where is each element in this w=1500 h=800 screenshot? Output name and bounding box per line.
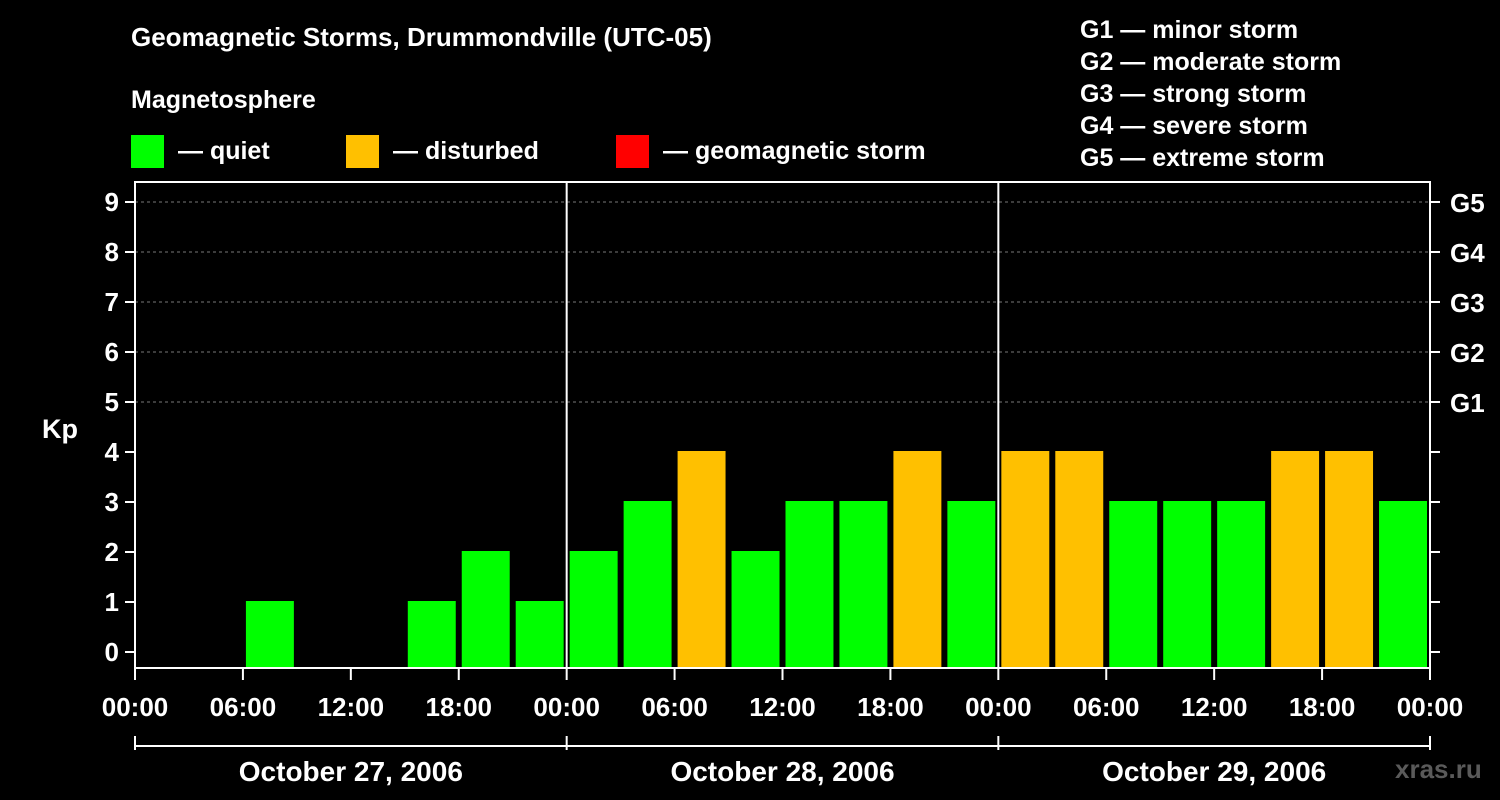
kp-bar xyxy=(1325,451,1374,668)
kp-bar xyxy=(1109,501,1158,668)
kp-bar xyxy=(947,501,996,668)
legend-storm-label: — geomagnetic storm xyxy=(663,136,926,165)
kp-bar xyxy=(515,601,564,668)
kp-bar xyxy=(893,451,942,668)
kp-bar xyxy=(245,601,294,668)
watermark: xras.ru xyxy=(1395,754,1482,784)
y-tick-label: 0 xyxy=(105,637,119,667)
y-tick-label: 6 xyxy=(105,337,119,367)
g-scale-label: G4 xyxy=(1450,238,1485,268)
date-label: October 27, 2006 xyxy=(239,756,463,787)
kp-bar xyxy=(1271,451,1320,668)
g-scale-label: G3 xyxy=(1450,288,1485,318)
y-tick-label: 5 xyxy=(105,387,119,417)
x-tick-label: 18:00 xyxy=(857,692,924,722)
chart-subtitle: Magnetosphere xyxy=(131,86,316,114)
kp-bar xyxy=(785,501,834,668)
y-tick-label: 9 xyxy=(105,187,119,217)
g-scale-item: G5 — extreme storm xyxy=(1080,144,1325,172)
legend-storm: — geomagnetic storm xyxy=(616,134,926,168)
g-scale-item: G4 — severe storm xyxy=(1080,112,1308,140)
x-tick-label: 18:00 xyxy=(1289,692,1356,722)
g-scale-label: G2 xyxy=(1450,338,1485,368)
x-tick-label: 00:00 xyxy=(533,692,600,722)
kp-bar xyxy=(569,551,618,668)
chart-title: Geomagnetic Storms, Drummondville (UTC-0… xyxy=(131,22,712,52)
g-scale-label: G1 xyxy=(1450,388,1485,418)
date-label: October 28, 2006 xyxy=(670,756,894,787)
x-tick-label: 00:00 xyxy=(102,692,169,722)
kp-bar xyxy=(677,451,726,668)
g-scale-label: G5 xyxy=(1450,188,1485,218)
legend-disturbed: — disturbed xyxy=(346,134,539,168)
kp-bar xyxy=(1163,501,1212,668)
x-tick-label: 06:00 xyxy=(210,692,277,722)
g-scale-item: G1 — minor storm xyxy=(1080,16,1299,44)
y-tick-label: 1 xyxy=(105,587,119,617)
x-tick-label: 18:00 xyxy=(426,692,493,722)
kp-bar xyxy=(839,501,888,668)
kp-bar xyxy=(407,601,456,668)
kp-bar xyxy=(1217,501,1266,668)
y-tick-label: 7 xyxy=(105,287,119,317)
y-tick-label: 3 xyxy=(105,487,119,517)
legend-quiet-swatch xyxy=(131,134,164,168)
legend-quiet-label: — quiet xyxy=(178,136,270,165)
y-tick-label: 4 xyxy=(105,437,120,467)
kp-bar xyxy=(731,551,780,668)
x-tick-label: 06:00 xyxy=(641,692,708,722)
legend-disturbed-label: — disturbed xyxy=(393,136,539,165)
y-tick-label: 2 xyxy=(105,537,119,567)
x-tick-label: 12:00 xyxy=(1181,692,1248,722)
kp-bar xyxy=(461,551,510,668)
kp-bar xyxy=(1001,451,1050,668)
x-tick-label: 12:00 xyxy=(749,692,816,722)
g-scale-item: G2 — moderate storm xyxy=(1080,48,1342,76)
kp-bar xyxy=(623,501,672,668)
x-tick-label: 12:00 xyxy=(318,692,385,722)
x-tick-label: 00:00 xyxy=(1397,692,1464,722)
kp-bar xyxy=(1055,451,1104,668)
legend-quiet: — quiet xyxy=(131,134,270,168)
x-tick-label: 00:00 xyxy=(965,692,1032,722)
g-scale-item: G3 — strong storm xyxy=(1080,80,1307,108)
legend-storm-swatch xyxy=(616,134,649,168)
legend-disturbed-swatch xyxy=(346,134,379,168)
kp-bar xyxy=(1379,501,1427,668)
y-tick-label: 8 xyxy=(105,237,119,267)
y-axis-label: Kp xyxy=(42,414,78,444)
date-label: October 29, 2006 xyxy=(1102,756,1326,787)
x-tick-label: 06:00 xyxy=(1073,692,1140,722)
g-scale-legend: G1 — minor storm G2 — moderate storm G3 … xyxy=(1080,14,1341,174)
